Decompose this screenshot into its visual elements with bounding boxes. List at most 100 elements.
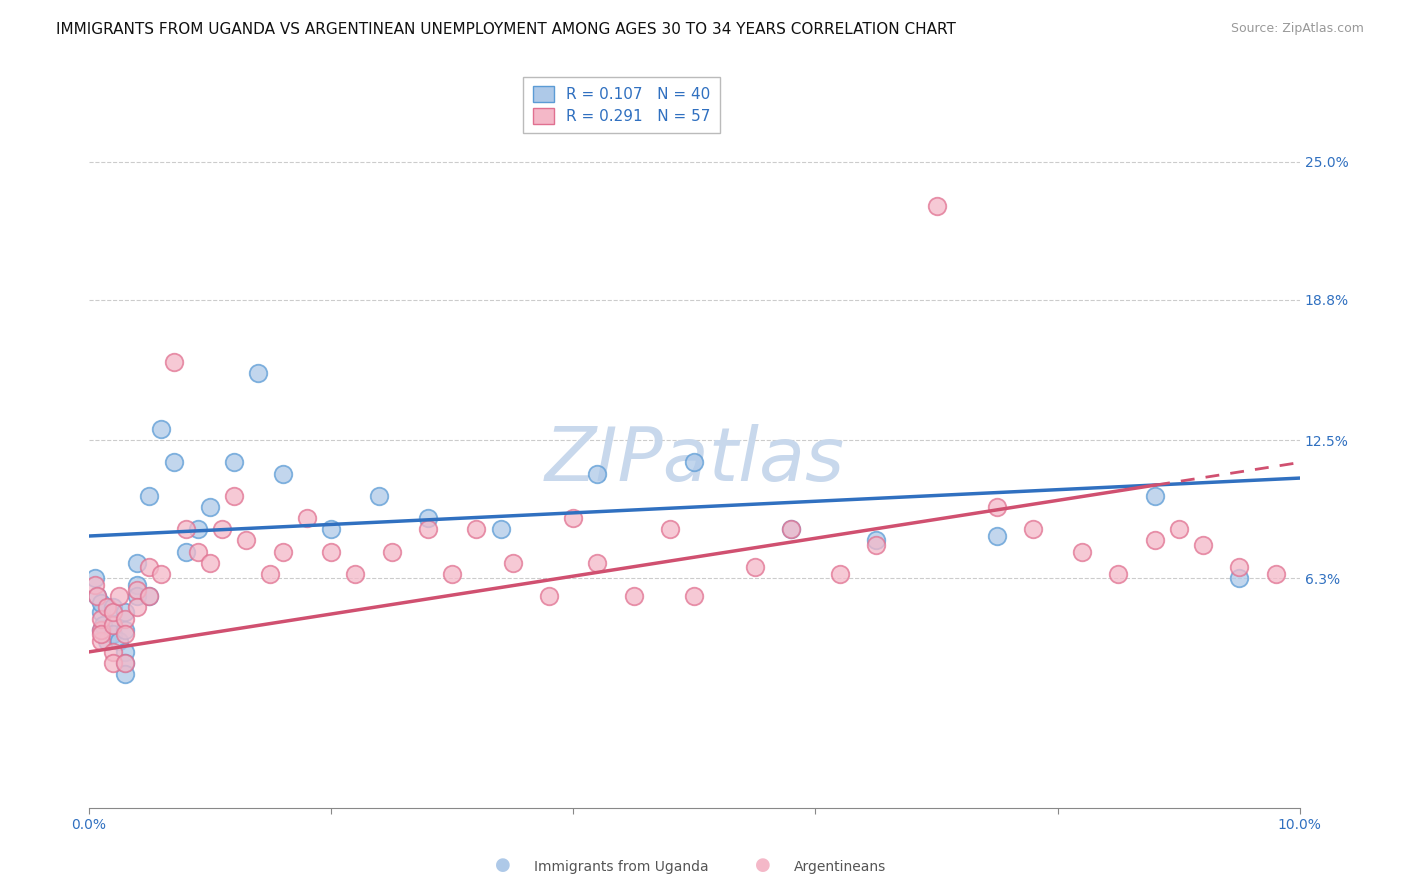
- Point: [114, 667, 136, 681]
- Point: [259, 566, 281, 581]
- Point: [162, 355, 184, 369]
- Point: [114, 656, 136, 670]
- Point: [90, 623, 112, 637]
- Point: [127, 589, 149, 603]
- Point: [101, 618, 124, 632]
- Point: [1107, 566, 1129, 581]
- Point: [1192, 538, 1215, 552]
- Point: [1143, 489, 1166, 503]
- Point: [368, 489, 391, 503]
- Point: [1264, 566, 1286, 581]
- Point: [271, 544, 294, 558]
- Point: [114, 645, 136, 659]
- Point: [90, 623, 112, 637]
- Point: [174, 544, 197, 558]
- Point: [101, 645, 124, 659]
- Point: [101, 600, 124, 615]
- Point: [91, 618, 114, 632]
- Point: [865, 538, 887, 552]
- Point: [127, 600, 149, 615]
- Text: Argentineans: Argentineans: [794, 860, 887, 874]
- Point: [114, 611, 136, 625]
- Point: [1227, 560, 1250, 574]
- Point: [441, 566, 464, 581]
- Point: [174, 522, 197, 536]
- Point: [101, 627, 124, 641]
- Point: [1227, 571, 1250, 585]
- Point: [162, 455, 184, 469]
- Point: [319, 522, 342, 536]
- Point: [211, 522, 233, 536]
- Point: [138, 560, 160, 574]
- Point: [114, 623, 136, 637]
- Point: [187, 544, 209, 558]
- Point: [502, 556, 524, 570]
- Point: [138, 589, 160, 603]
- Point: [925, 199, 948, 213]
- Point: [83, 571, 105, 585]
- Text: ●: ●: [755, 856, 770, 874]
- Point: [101, 605, 124, 619]
- Point: [114, 605, 136, 619]
- Point: [586, 556, 609, 570]
- Point: [659, 522, 682, 536]
- Point: [90, 605, 112, 619]
- Point: [247, 367, 270, 381]
- Point: [235, 533, 257, 548]
- Point: [187, 522, 209, 536]
- Text: Source: ZipAtlas.com: Source: ZipAtlas.com: [1230, 22, 1364, 36]
- Point: [319, 544, 342, 558]
- Point: [1143, 533, 1166, 548]
- Point: [222, 455, 245, 469]
- Point: [222, 489, 245, 503]
- Point: [101, 656, 124, 670]
- Point: [780, 522, 803, 536]
- Point: [683, 589, 706, 603]
- Point: [86, 589, 108, 603]
- Point: [744, 560, 766, 574]
- Point: [828, 566, 851, 581]
- Point: [96, 633, 118, 648]
- Point: [198, 556, 221, 570]
- Point: [138, 589, 160, 603]
- Point: [1070, 544, 1092, 558]
- Point: [271, 467, 294, 481]
- Point: [127, 582, 149, 597]
- Legend: R = 0.107   N = 40, R = 0.291   N = 57: R = 0.107 N = 40, R = 0.291 N = 57: [523, 77, 720, 133]
- Point: [416, 511, 439, 525]
- Point: [1022, 522, 1045, 536]
- Point: [380, 544, 402, 558]
- Text: Immigrants from Uganda: Immigrants from Uganda: [534, 860, 709, 874]
- Point: [295, 511, 318, 525]
- Point: [101, 618, 124, 632]
- Point: [416, 522, 439, 536]
- Point: [127, 556, 149, 570]
- Point: [537, 589, 560, 603]
- Point: [83, 578, 105, 592]
- Point: [780, 522, 803, 536]
- Text: IMMIGRANTS FROM UGANDA VS ARGENTINEAN UNEMPLOYMENT AMONG AGES 30 TO 34 YEARS COR: IMMIGRANTS FROM UGANDA VS ARGENTINEAN UN…: [56, 22, 956, 37]
- Point: [586, 467, 609, 481]
- Point: [96, 600, 118, 615]
- Point: [108, 589, 131, 603]
- Point: [986, 500, 1008, 514]
- Point: [127, 578, 149, 592]
- Point: [986, 529, 1008, 543]
- Point: [865, 533, 887, 548]
- Point: [465, 522, 488, 536]
- Point: [562, 511, 585, 525]
- Point: [623, 589, 645, 603]
- Point: [150, 422, 173, 436]
- Point: [114, 656, 136, 670]
- Point: [90, 627, 112, 641]
- Point: [683, 455, 706, 469]
- Point: [150, 566, 173, 581]
- Point: [489, 522, 512, 536]
- Point: [114, 627, 136, 641]
- Point: [344, 566, 367, 581]
- Point: [138, 489, 160, 503]
- Point: [198, 500, 221, 514]
- Point: [108, 633, 131, 648]
- Point: [86, 589, 108, 603]
- Text: ZIPatlas: ZIPatlas: [544, 425, 845, 496]
